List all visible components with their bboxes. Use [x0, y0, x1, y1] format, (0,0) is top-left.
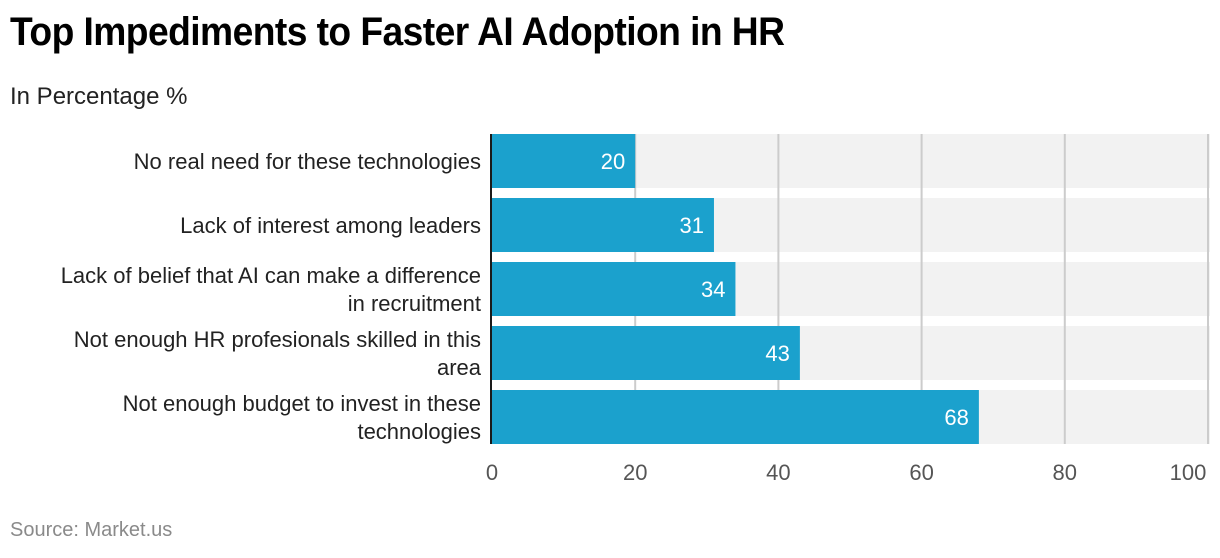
x-tick-label: 40 [766, 460, 790, 485]
x-tick-label: 80 [1053, 460, 1077, 485]
bar-value-label: 43 [765, 341, 789, 366]
category-label: Lack of belief that AI can make a differ… [61, 263, 481, 316]
bars [492, 134, 979, 444]
bar[interactable] [492, 390, 979, 444]
bar-value-label: 20 [601, 149, 625, 174]
category-label-line: technologies [357, 419, 481, 444]
category-label-line: Lack of interest among leaders [180, 213, 481, 238]
bar[interactable] [492, 326, 800, 380]
chart-subtitle: In Percentage % [10, 83, 188, 110]
source-note: Source: Market.us [10, 519, 173, 541]
x-tick-label: 20 [623, 460, 647, 485]
category-labels: No real need for these technologies Lack … [61, 149, 482, 444]
category-label: Lack of interest among leaders [180, 213, 481, 238]
category-label-line: No real need for these technologies [134, 149, 481, 174]
category-label-line: Not enough HR profesionals skilled in th… [74, 327, 481, 352]
category-label-line: Lack of belief that AI can make a differ… [61, 263, 481, 288]
bar[interactable] [492, 262, 736, 316]
chart-title: Top Impediments to Faster AI Adoption in… [10, 10, 785, 54]
bar-value-label: 68 [944, 405, 968, 430]
category-label: No real need for these technologies [134, 149, 481, 174]
bar-value-label: 34 [701, 277, 725, 302]
x-tick-label: 60 [909, 460, 933, 485]
x-tick-label: 0 [486, 460, 498, 485]
x-axis-tick-labels: 0 20 40 60 80 100 [486, 460, 1206, 485]
category-label-line: area [437, 355, 482, 380]
bar-value-label: 31 [679, 213, 703, 238]
category-label-line: Not enough budget to invest in these [123, 391, 481, 416]
bar[interactable] [492, 134, 636, 188]
bar-value-labels: 20 31 34 43 68 [601, 149, 969, 430]
category-label: Not enough HR profesionals skilled in th… [74, 327, 482, 380]
x-tick-label: 100 [1170, 460, 1207, 485]
category-label: Not enough budget to invest in these tech… [123, 391, 481, 444]
bar[interactable] [492, 198, 714, 252]
category-label-line: in recruitment [348, 291, 481, 316]
